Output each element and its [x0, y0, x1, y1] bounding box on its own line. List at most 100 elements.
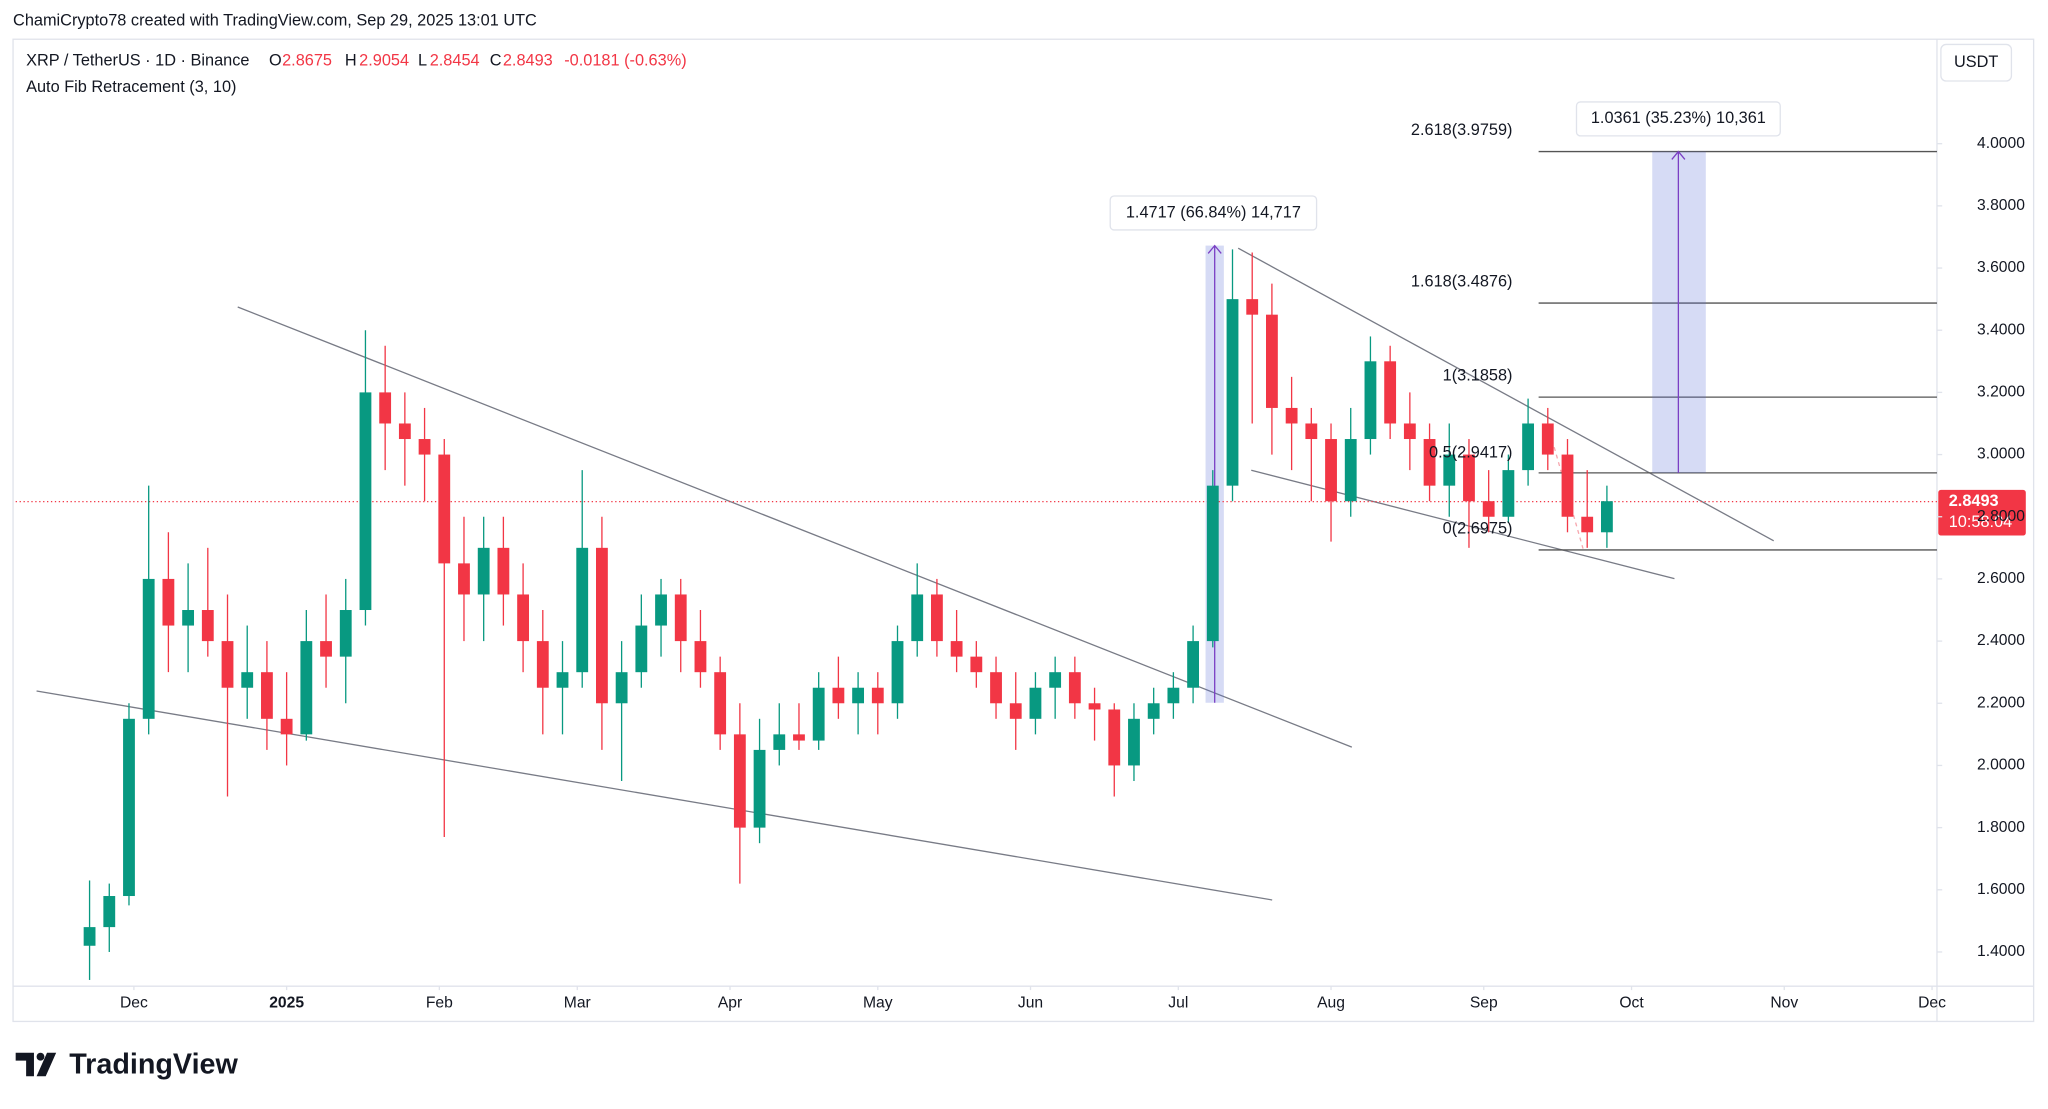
y-tick-label: 2.6000	[1977, 570, 2025, 587]
y-tick-label: 3.8000	[1977, 197, 2025, 214]
candle-body	[931, 594, 943, 642]
x-tick-label: Aug	[1317, 994, 1345, 1011]
candle-body	[103, 896, 116, 928]
candle-body	[458, 563, 470, 595]
candle-body	[142, 578, 155, 719]
candle-body	[517, 594, 530, 642]
credit: ChamiCrypto78 created with TradingView.c…	[13, 11, 537, 29]
y-tick-label: 1.6000	[1977, 881, 2025, 898]
ohlc-value: 2.8454	[430, 52, 480, 70]
candle-body	[1108, 709, 1121, 766]
indicator: Auto Fib Retracement (3, 10)	[26, 78, 236, 96]
fib-label: 0(2.6975)	[1443, 519, 1513, 537]
candle-body	[320, 641, 332, 657]
x-tick-label: Jun	[1018, 994, 1043, 1011]
ohlc-key: O	[269, 52, 282, 70]
candle-body	[950, 641, 963, 657]
candle-body	[1068, 672, 1081, 704]
x-tick-label: Dec	[120, 994, 148, 1011]
candle-body	[714, 672, 727, 735]
candle-body	[1246, 299, 1259, 315]
candle-body	[1581, 516, 1594, 533]
candle-body	[162, 578, 175, 626]
candle-body	[655, 594, 667, 626]
trendline	[1237, 247, 1775, 542]
price-tag	[1938, 489, 2026, 536]
candle-body	[1364, 361, 1377, 440]
y-tick-label: 1.4000	[1977, 943, 2025, 960]
candle-body	[477, 547, 490, 595]
fib-label: 1.618(3.4876)	[1411, 272, 1513, 290]
candle-body	[871, 687, 884, 704]
candle-body	[1049, 672, 1062, 688]
y-tick-label: 2.4000	[1977, 632, 2025, 649]
candle-body	[201, 610, 214, 642]
candle-body	[615, 672, 628, 704]
candle-body	[911, 594, 924, 642]
candle-body	[1502, 470, 1515, 517]
currency[interactable]: USDT	[1954, 53, 1998, 71]
candle-body	[221, 641, 234, 688]
candle-body	[1463, 454, 1475, 502]
candle-body	[990, 672, 1002, 704]
x-tick-label: Jul	[1168, 994, 1188, 1011]
candle-body	[261, 672, 273, 719]
candle-body	[536, 641, 549, 688]
measure-label: 1.4717 (66.84%) 14,717	[1126, 203, 1301, 221]
logo-icon[interactable]	[15, 1052, 57, 1077]
candle-body	[339, 610, 352, 657]
ohlc-key: H	[345, 52, 357, 70]
ohlc-value: 2.8675	[282, 52, 332, 70]
candle-body	[379, 392, 392, 424]
logo[interactable]: TradingView	[69, 1048, 238, 1080]
candle-body	[793, 734, 805, 741]
candle-body	[674, 594, 687, 642]
candle-body	[773, 734, 786, 750]
candle-body	[1522, 423, 1534, 471]
candle-body	[1600, 501, 1613, 533]
candle-body	[970, 656, 983, 673]
candle-body	[1403, 423, 1416, 440]
candle-body	[83, 927, 96, 946]
candle-body	[123, 718, 135, 897]
symbol: XRP / TetherUS · 1D · Binance	[26, 52, 249, 70]
candle-body	[418, 439, 431, 455]
trendline	[1251, 469, 1675, 580]
y-tick-label: 4.0000	[1977, 135, 2025, 152]
change: -0.0181 (-0.63%)	[564, 52, 686, 70]
y-tick-label: 3.6000	[1977, 259, 2025, 276]
candle-body	[1206, 485, 1219, 642]
x-tick-label: Dec	[1918, 994, 1946, 1011]
measure-label: 1.0361 (35.23%) 10,361	[1591, 109, 1766, 127]
currency-button[interactable]	[1940, 43, 2013, 82]
candles	[83, 249, 1613, 980]
chart-frame	[12, 38, 2035, 1023]
trendline	[36, 690, 1273, 901]
candle-body	[1541, 423, 1554, 455]
candle-body	[852, 687, 865, 704]
candle-body	[398, 423, 411, 440]
candle-body	[1561, 454, 1574, 517]
candle-body	[1088, 703, 1101, 710]
candle-body	[556, 672, 569, 688]
candle-body	[1423, 439, 1436, 486]
arrow-head	[1671, 150, 1686, 160]
x-tick-label: Oct	[1619, 994, 1644, 1011]
candle-body	[596, 547, 608, 704]
candle-body	[635, 625, 648, 673]
candle-body	[182, 610, 195, 626]
price-tag-price: 2.8493	[1949, 492, 1999, 510]
y-tick-label: 2.0000	[1977, 757, 2025, 774]
drawings	[15, 150, 1937, 901]
arrow-head	[1207, 244, 1222, 254]
candle-body	[1384, 361, 1397, 424]
trendline	[237, 306, 1353, 748]
candle-body	[359, 392, 372, 611]
candle-body	[1226, 299, 1239, 486]
y-tick-label: 2.2000	[1977, 694, 2025, 711]
candle-body	[1187, 641, 1200, 688]
measure-label-box	[1109, 195, 1318, 231]
x-tick-label: Mar	[564, 994, 591, 1011]
candle-body	[1147, 703, 1160, 719]
